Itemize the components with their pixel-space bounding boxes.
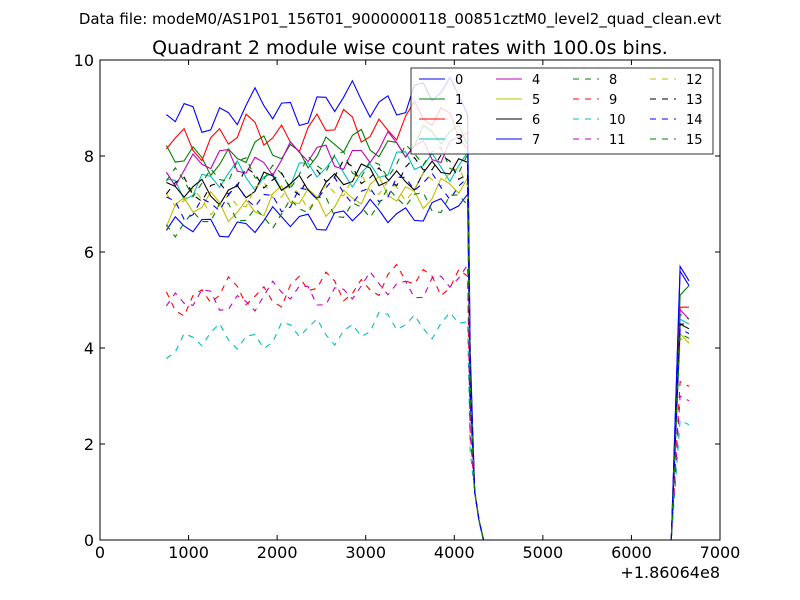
chart-title: Quadrant 2 module wise count rates with … — [152, 37, 668, 59]
series-line-4 — [165, 130, 690, 541]
series-line-5 — [165, 175, 690, 541]
series-line-0 — [165, 192, 690, 541]
y-tick-label: 2 — [84, 435, 94, 454]
x-tick-label: 2000 — [257, 543, 298, 562]
x-tick-label: 7000 — [700, 543, 741, 562]
legend-label: 11 — [609, 133, 626, 148]
plot-area — [165, 76, 690, 541]
axes-frame — [99, 59, 721, 541]
series-line-14 — [166, 172, 690, 541]
legend-label: 6 — [532, 113, 540, 128]
series-line-9 — [165, 263, 690, 541]
x-tick-label: 4000 — [434, 543, 475, 562]
legend-label: 15 — [686, 133, 703, 148]
y-tick-label: 8 — [84, 147, 94, 166]
series-line-6 — [166, 158, 690, 541]
x-offset-label: +1.86064e8 — [620, 563, 720, 582]
legend-label: 8 — [609, 73, 617, 88]
series-line-10 — [166, 311, 690, 541]
x-tick-label: 6000 — [611, 543, 652, 562]
series-line-13 — [165, 154, 689, 541]
legend-label: 7 — [532, 133, 540, 148]
x-tick-label: 3000 — [345, 543, 386, 562]
legend-label: 13 — [686, 93, 703, 108]
series-line-8 — [165, 143, 690, 541]
legend-frame — [410, 67, 714, 155]
x-tick-label: 5000 — [522, 543, 563, 562]
series-line-15 — [165, 186, 690, 541]
series-line-11 — [165, 263, 690, 541]
series-line-1 — [165, 124, 690, 541]
legend-label: 5 — [532, 93, 540, 108]
legend-label: 12 — [686, 73, 703, 88]
y-tick-label: 6 — [84, 243, 94, 262]
legend-label: 10 — [609, 113, 626, 128]
y-tick-label: 4 — [84, 339, 94, 358]
y-tick-label: 10 — [74, 51, 94, 70]
legend-label: 14 — [686, 113, 703, 128]
legend-label: 9 — [609, 93, 617, 108]
legend-label: 1 — [455, 93, 463, 108]
series-line-3 — [166, 150, 690, 541]
x-tick-label: 0 — [95, 543, 105, 562]
y-tick-label: 0 — [84, 531, 94, 550]
legend-label: 3 — [455, 133, 463, 148]
legend-label: 2 — [455, 113, 463, 128]
legend-label: 4 — [532, 73, 540, 88]
legend-label: 0 — [455, 73, 463, 88]
figure-suptitle: Data file: modeM0/AS1P01_156T01_90000001… — [79, 10, 721, 29]
x-tick-label: 1000 — [168, 543, 209, 562]
